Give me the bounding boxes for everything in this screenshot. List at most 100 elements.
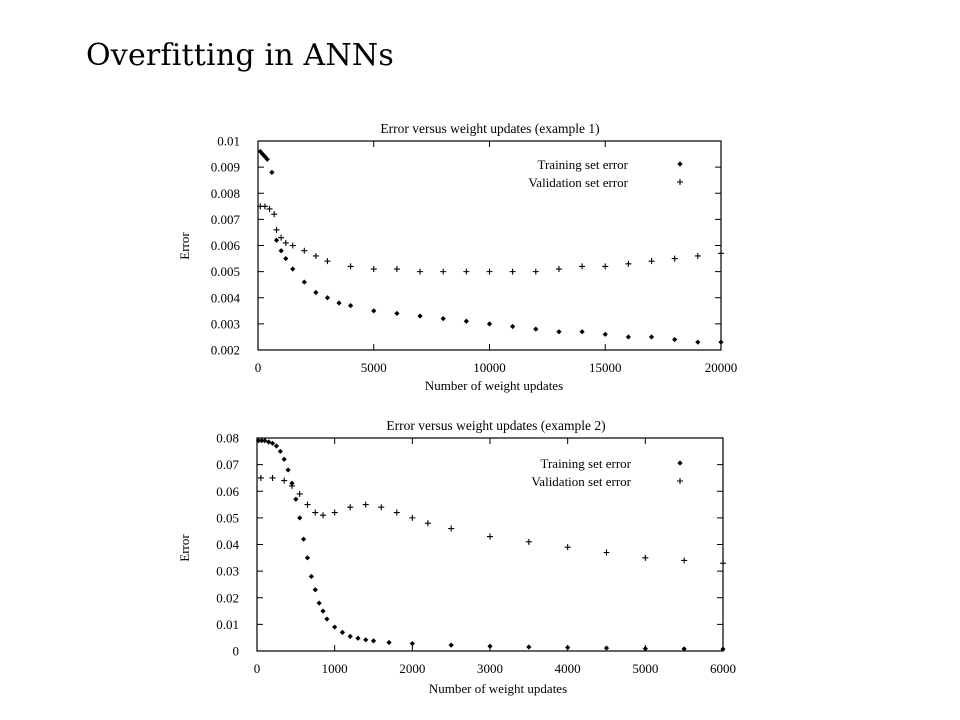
chart-1-points: [257, 148, 724, 345]
y-tick-label: 0.02: [216, 590, 239, 605]
x-tick-label: 4000: [555, 661, 581, 676]
x-tick-label: 3000: [477, 661, 503, 676]
validation-point: [671, 255, 678, 262]
training-point: [316, 600, 322, 606]
training-point: [324, 616, 330, 622]
chart-2-points: [255, 438, 726, 652]
training-point: [304, 555, 311, 561]
validation-point: [564, 544, 571, 551]
validation-point: [261, 203, 268, 210]
training-point: [269, 440, 276, 446]
validation-point: [312, 252, 319, 259]
legend-marker: [677, 179, 683, 185]
validation-point: [331, 509, 338, 516]
training-point: [648, 334, 655, 340]
training-point: [312, 587, 318, 593]
validation-point: [448, 525, 455, 532]
training-point: [347, 633, 353, 639]
chart-2-legend-label-validation: Validation set error: [531, 474, 631, 489]
validation-point: [579, 263, 586, 270]
validation-point: [718, 250, 724, 257]
training-point: [273, 237, 280, 243]
validation-point: [278, 234, 285, 241]
validation-point: [257, 474, 264, 481]
training-point: [487, 643, 493, 649]
y-tick-label: 0.003: [211, 316, 240, 331]
y-tick-label: 0.01: [216, 617, 239, 632]
training-point: [394, 310, 400, 317]
validation-point: [320, 512, 327, 519]
validation-point: [463, 268, 470, 275]
legend-marker: [677, 460, 683, 466]
training-point: [285, 467, 291, 473]
training-point: [266, 439, 272, 445]
chart-example-2: Error versus weight updates (example 2) …: [177, 418, 736, 696]
training-point: [320, 608, 326, 614]
validation-point: [301, 247, 308, 254]
validation-point: [393, 509, 400, 516]
validation-point: [347, 263, 354, 270]
validation-point: [409, 514, 416, 521]
training-point: [269, 169, 275, 175]
chart-2-title: Error versus weight updates (example 2): [386, 418, 605, 433]
training-point: [579, 329, 585, 335]
validation-point: [424, 520, 431, 527]
validation-point: [694, 252, 701, 259]
chart-2-y-axis-label: Error: [177, 534, 192, 562]
training-point: [409, 640, 415, 647]
legend-marker: [677, 161, 683, 167]
y-tick-label: 0.005: [211, 264, 240, 279]
training-point: [277, 448, 283, 454]
training-point: [348, 302, 354, 309]
chart-2-legend-label-training: Training set error: [540, 456, 631, 471]
training-point: [301, 536, 307, 542]
training-point: [259, 438, 265, 444]
validation-point: [378, 504, 385, 511]
training-point: [293, 496, 299, 502]
training-point: [448, 642, 454, 648]
y-tick-label: 0.007: [211, 212, 241, 227]
validation-point: [296, 490, 303, 497]
training-point: [297, 515, 303, 521]
training-point: [440, 316, 446, 322]
training-point: [283, 255, 289, 262]
y-tick-label: 0.08: [216, 431, 239, 446]
training-point: [625, 334, 631, 340]
validation-point: [440, 268, 447, 275]
chart-1-x-ticks: 0 5000 10000 15000 20000: [255, 141, 737, 375]
validation-point: [681, 557, 688, 564]
y-tick-label: 0.04: [216, 537, 239, 552]
training-point: [486, 321, 493, 327]
x-tick-label: 1000: [322, 661, 348, 676]
training-point: [278, 248, 284, 254]
validation-point: [648, 258, 655, 265]
training-point: [273, 443, 280, 449]
training-point: [510, 323, 516, 330]
training-point: [672, 336, 678, 343]
y-tick-label: 0.006: [211, 238, 241, 253]
chart-1-y-ticks: 0.002 0.003 0.004 0.005 0.006 0.007 0.008 0.009…: [211, 134, 721, 358]
validation-point: [288, 482, 295, 489]
training-point: [526, 644, 532, 650]
training-point: [332, 624, 338, 630]
validation-point: [532, 268, 539, 275]
validation-point: [282, 239, 289, 246]
validation-point: [304, 501, 311, 508]
validation-point: [312, 509, 319, 516]
legend-marker: [677, 478, 683, 484]
x-tick-label: 0: [254, 661, 261, 676]
x-tick-label: 15000: [589, 360, 622, 375]
chart-1-title: Error versus weight updates (example 1): [380, 121, 599, 136]
validation-point: [486, 268, 493, 275]
training-point: [355, 635, 361, 641]
training-point: [533, 326, 539, 332]
y-tick-label: 0.07: [216, 457, 239, 472]
training-point: [602, 331, 608, 337]
validation-point: [289, 242, 296, 249]
training-point: [718, 339, 724, 345]
y-tick-label: 0.004: [211, 290, 241, 305]
training-point: [720, 646, 726, 652]
training-point: [603, 645, 610, 651]
training-point: [556, 329, 562, 335]
